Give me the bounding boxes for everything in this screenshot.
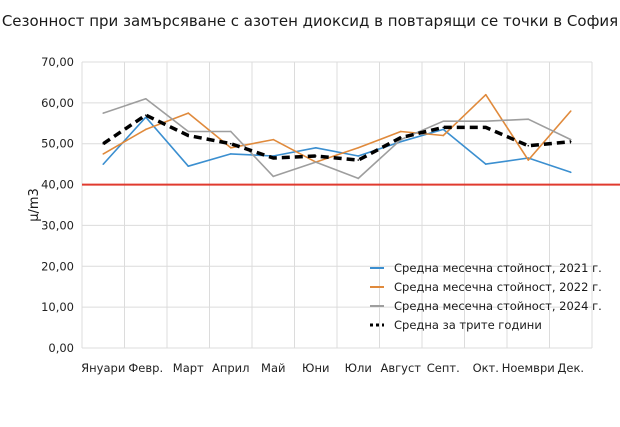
x-tick-label: Дек. [557, 361, 584, 375]
data-point [144, 114, 147, 116]
x-tick-label: Януари [81, 361, 125, 375]
data-point [442, 126, 445, 129]
data-point [399, 130, 402, 133]
y-tick-label: 40,00 [41, 178, 74, 192]
y-tick-label: 50,00 [41, 137, 74, 151]
y-tick-label: 70,00 [41, 55, 74, 69]
x-axis-ticks: Януари Февр. Март Април Май Юни Юли Август Септ.… [81, 361, 584, 375]
data-point [102, 163, 105, 165]
x-tick-label: Февр. [128, 361, 163, 375]
x-tick-label: Юли [345, 361, 372, 375]
y-axis-label: μ/m3 [27, 188, 42, 222]
x-tick-label: Май [261, 361, 285, 375]
data-point [187, 165, 190, 167]
data-point [357, 155, 360, 157]
y-tick-label: 60,00 [41, 96, 74, 110]
series-line-0 [102, 116, 572, 174]
y-tick-label: 20,00 [41, 259, 74, 273]
data-point [314, 147, 317, 149]
data-point [484, 120, 487, 123]
legend: Средна месечна стойност, 2021 г. Средна м… [370, 261, 602, 332]
data-point [144, 97, 147, 100]
chart-title: Сезонност при замърсяване с азотен диокс… [2, 12, 618, 30]
data-point [569, 140, 572, 143]
x-tick-label: Юни [302, 361, 329, 375]
x-tick-label: Ноември [502, 361, 555, 375]
data-point [527, 144, 530, 147]
data-point [484, 163, 487, 165]
data-point [229, 142, 232, 145]
series-line-2 [103, 98, 572, 180]
data-point [442, 128, 445, 131]
series-line-3 [102, 113, 571, 162]
series [102, 93, 572, 180]
data-point [314, 161, 317, 163]
data-point [399, 140, 402, 143]
legend-label: Средна месечна стойност, 2024 г. [394, 299, 602, 313]
data-point [314, 155, 317, 157]
data-point [272, 175, 275, 178]
data-point [399, 136, 402, 139]
data-point [484, 93, 487, 96]
data-point [527, 159, 530, 161]
legend-label: Средна месечна стойност, 2021 г. [394, 261, 602, 275]
data-point [272, 157, 275, 159]
data-point [357, 177, 360, 180]
data-point [272, 138, 275, 141]
legend-label: Средна за трите години [394, 318, 542, 332]
data-point [229, 130, 232, 133]
data-point [229, 153, 232, 155]
y-axis-ticks: 0,00 10,00 20,00 30,00 40,00 50,00 60,00 70,00 [41, 55, 74, 355]
y-tick-label: 30,00 [41, 218, 74, 232]
data-point [144, 128, 147, 131]
data-point [357, 159, 360, 161]
data-point [569, 171, 572, 174]
data-point [187, 134, 190, 137]
x-tick-label: Август [380, 361, 421, 375]
y-tick-label: 0,00 [48, 341, 74, 355]
data-point [442, 134, 445, 137]
x-tick-label: Април [212, 361, 250, 375]
data-point [484, 126, 487, 129]
series-line-1 [102, 93, 572, 163]
x-tick-label: Март [173, 361, 204, 375]
data-point [527, 118, 530, 120]
x-tick-label: Септ. [427, 361, 460, 375]
data-point [442, 120, 445, 123]
data-point [187, 130, 190, 133]
data-point [102, 142, 105, 145]
data-point [102, 112, 105, 114]
data-point [229, 147, 232, 149]
y-tick-label: 10,00 [41, 300, 74, 314]
data-point [102, 153, 105, 155]
legend-label: Средна месечна стойност, 2022 г. [394, 280, 602, 294]
data-point [357, 147, 360, 149]
data-point [187, 112, 190, 114]
data-point [569, 110, 572, 112]
x-tick-label: Окт. [473, 361, 499, 375]
